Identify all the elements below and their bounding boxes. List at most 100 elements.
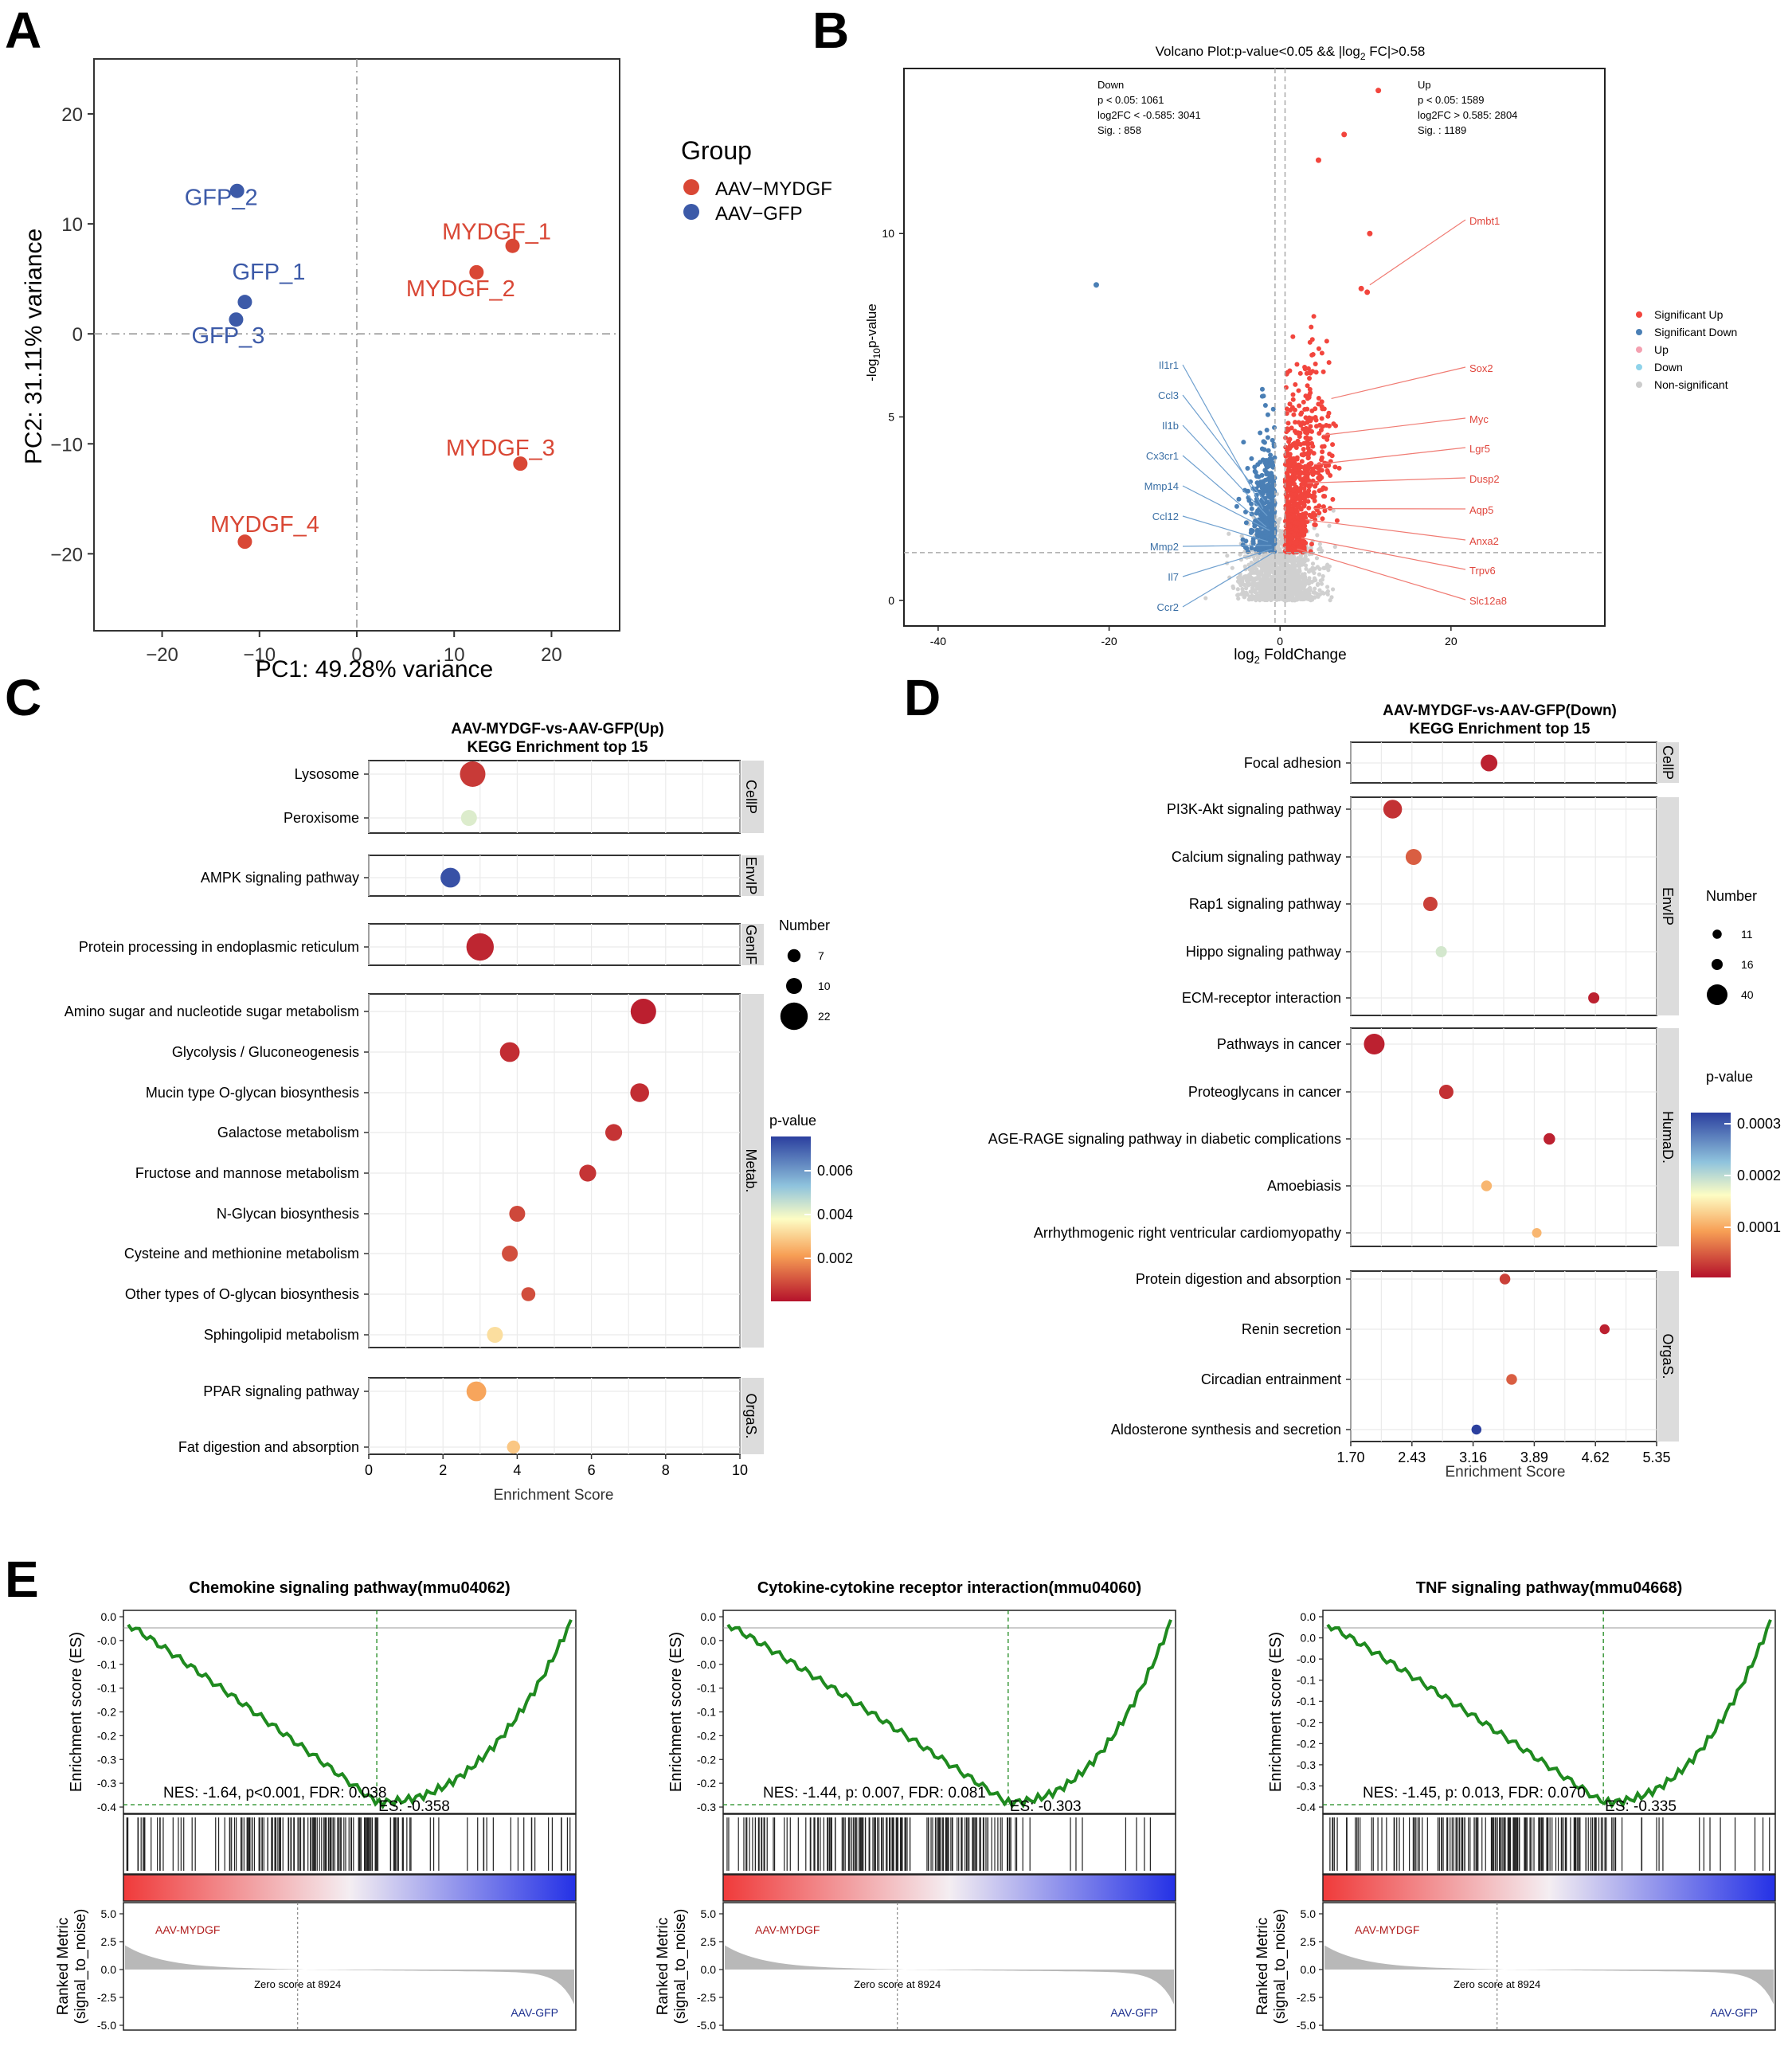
kegg-pathway-label: Sphingolipid metabolism xyxy=(204,1327,359,1343)
volcano-point-up xyxy=(1299,459,1305,464)
volcano-point-up xyxy=(1291,487,1297,493)
volcano-down-gene-label: Il1r1 xyxy=(1159,359,1179,371)
kegg-x-tick-label: 3.89 xyxy=(1520,1449,1548,1465)
volcano-point-nonsig xyxy=(1302,583,1307,588)
volcano-point-down xyxy=(1254,473,1260,479)
volcano-point-outlier xyxy=(1358,285,1364,291)
volcano-point-nonsig xyxy=(1304,566,1309,571)
volcano-point-down xyxy=(1261,439,1266,444)
kegg-pathway-label: Fat digestion and absorption xyxy=(178,1439,359,1455)
volcano-point-down xyxy=(1265,499,1270,505)
volcano-point-nonsig xyxy=(1290,577,1296,582)
kegg-size-legend-label: 7 xyxy=(818,949,824,962)
kegg-colorbar-label: 0.0002 xyxy=(1737,1168,1781,1183)
volcano-point-up xyxy=(1293,444,1299,450)
volcano-point-up xyxy=(1311,511,1317,516)
volcano-point-up xyxy=(1298,477,1304,483)
volcano-point-nonsig xyxy=(1262,567,1266,572)
volcano-point-nonsig xyxy=(1247,594,1252,600)
volcano-point-nonsig xyxy=(1290,561,1295,565)
gsea-es-tick-label: -0.4 xyxy=(97,1801,116,1813)
volcano-point-up xyxy=(1308,424,1313,429)
kegg-dot xyxy=(1544,1133,1555,1145)
volcano-point-nonsig xyxy=(1307,576,1312,581)
gsea-hits-panel xyxy=(123,1813,577,1875)
volcano-point-up xyxy=(1313,361,1318,366)
volcano-point-up xyxy=(1309,542,1314,547)
kegg-facet-strip xyxy=(1658,1028,1679,1246)
volcano-point-up xyxy=(1309,352,1315,358)
volcano-point-down xyxy=(1264,471,1270,477)
volcano-up-stats: log2FC > 0.585: 2804 xyxy=(1418,109,1517,121)
gsea-metric-tick-label: -2.5 xyxy=(1297,1991,1316,2004)
gsea-es-tick-label: -0.1 xyxy=(1297,1674,1316,1687)
volcano-gene-leader xyxy=(1305,518,1466,541)
volcano-point-nonsig xyxy=(1312,578,1317,583)
volcano-point-up xyxy=(1320,516,1325,522)
volcano-point-nonsig xyxy=(1238,552,1242,557)
pca-y-tick-label: 10 xyxy=(61,214,83,236)
volcano-point-up xyxy=(1306,451,1312,456)
volcano-point-up xyxy=(1284,406,1289,412)
panel-a-pca: A −20 −10 0 10 20 −20 −10 0 10 20 GFP_2 GFP_1 GFP_3 M… xyxy=(5,2,832,683)
volcano-point-up xyxy=(1299,529,1305,534)
volcano-point-up xyxy=(1313,483,1318,489)
volcano-point-down xyxy=(1266,511,1272,517)
kegg-facet-strip xyxy=(741,1378,764,1454)
volcano-point-nonsig xyxy=(1284,558,1289,563)
pca-y-tick-label: −20 xyxy=(50,544,83,565)
volcano-point-up xyxy=(1287,452,1293,457)
kegg-pathway-label: Hippo signaling pathway xyxy=(1186,944,1341,960)
volcano-point-up xyxy=(1301,486,1307,491)
volcano-point-down xyxy=(1259,472,1265,478)
volcano-point-nonsig xyxy=(1254,590,1258,596)
volcano-point-nonsig xyxy=(1262,553,1267,557)
volcano-point-nonsig xyxy=(1272,582,1277,587)
kegg-x-tick-label: 2 xyxy=(439,1462,447,1478)
kegg-pathway-label: Other types of O-glycan biosynthesis xyxy=(125,1286,359,1302)
volcano-point-up xyxy=(1298,442,1304,448)
kegg-facet-label: EnvIP xyxy=(743,856,759,894)
volcano-down-gene-label: Il7 xyxy=(1168,571,1179,583)
gsea-plot: Chemokine signaling pathway(mmu04062) 0.0… xyxy=(55,1579,577,2032)
volcano-point-up xyxy=(1305,383,1310,389)
volcano-point-down xyxy=(1266,539,1271,545)
volcano-y-tick-label: 10 xyxy=(882,227,894,240)
volcano-point-nonsig xyxy=(1244,586,1249,591)
volcano-point-up xyxy=(1332,464,1338,470)
volcano-point-nonsig xyxy=(1264,590,1270,595)
volcano-point-up xyxy=(1301,426,1306,432)
pca-point xyxy=(229,183,245,198)
kegg-dot xyxy=(1599,1324,1610,1335)
kegg-pathway-label: Cysteine and methionine metabolism xyxy=(124,1246,359,1262)
gsea-es-tick-label: -0.2 xyxy=(697,1729,716,1742)
gsea-metric-tick-label: -2.5 xyxy=(97,1991,116,2004)
panel-label-e: E xyxy=(5,1551,39,1608)
volcano-point-nonsig xyxy=(1322,565,1327,570)
gsea-es-tick-label: -0.1 xyxy=(97,1658,116,1671)
volcano-point-up xyxy=(1304,435,1309,440)
kegg-pathway-label: Focal adhesion xyxy=(1244,755,1341,771)
kegg-pathway-label: Amoebiasis xyxy=(1267,1178,1341,1194)
volcano-gene-leader xyxy=(1307,477,1466,483)
pca-y-tick-label: −10 xyxy=(50,434,83,456)
volcano-point-up xyxy=(1287,368,1293,374)
volcano-point-up xyxy=(1307,512,1313,518)
volcano-point-up xyxy=(1293,475,1298,480)
volcano-point-up xyxy=(1325,470,1331,475)
volcano-point-up xyxy=(1321,486,1326,491)
kegg-facet-label: EnvIP xyxy=(1660,887,1676,925)
volcano-point-down xyxy=(1270,406,1276,412)
volcano-point-nonsig xyxy=(1276,575,1281,580)
gsea-es-axis-title: Enrichment score (ES) xyxy=(1267,1632,1285,1792)
volcano-point-nonsig xyxy=(1257,562,1262,567)
volcano-point-up xyxy=(1283,444,1289,450)
gsea-es-plot xyxy=(123,1610,577,1814)
volcano-down-stats: p < 0.05: 1061 xyxy=(1098,94,1164,106)
volcano-point-down xyxy=(1270,525,1275,530)
gsea-metric-axis-subtitle: (signal_to_noise) xyxy=(72,1909,89,2024)
gsea-metric-axis-subtitle: (signal_to_noise) xyxy=(1272,1909,1289,2024)
volcano-point-up xyxy=(1325,413,1331,419)
volcano-point-nonsig xyxy=(1313,590,1317,595)
volcano-point-nonsig xyxy=(1270,559,1274,564)
